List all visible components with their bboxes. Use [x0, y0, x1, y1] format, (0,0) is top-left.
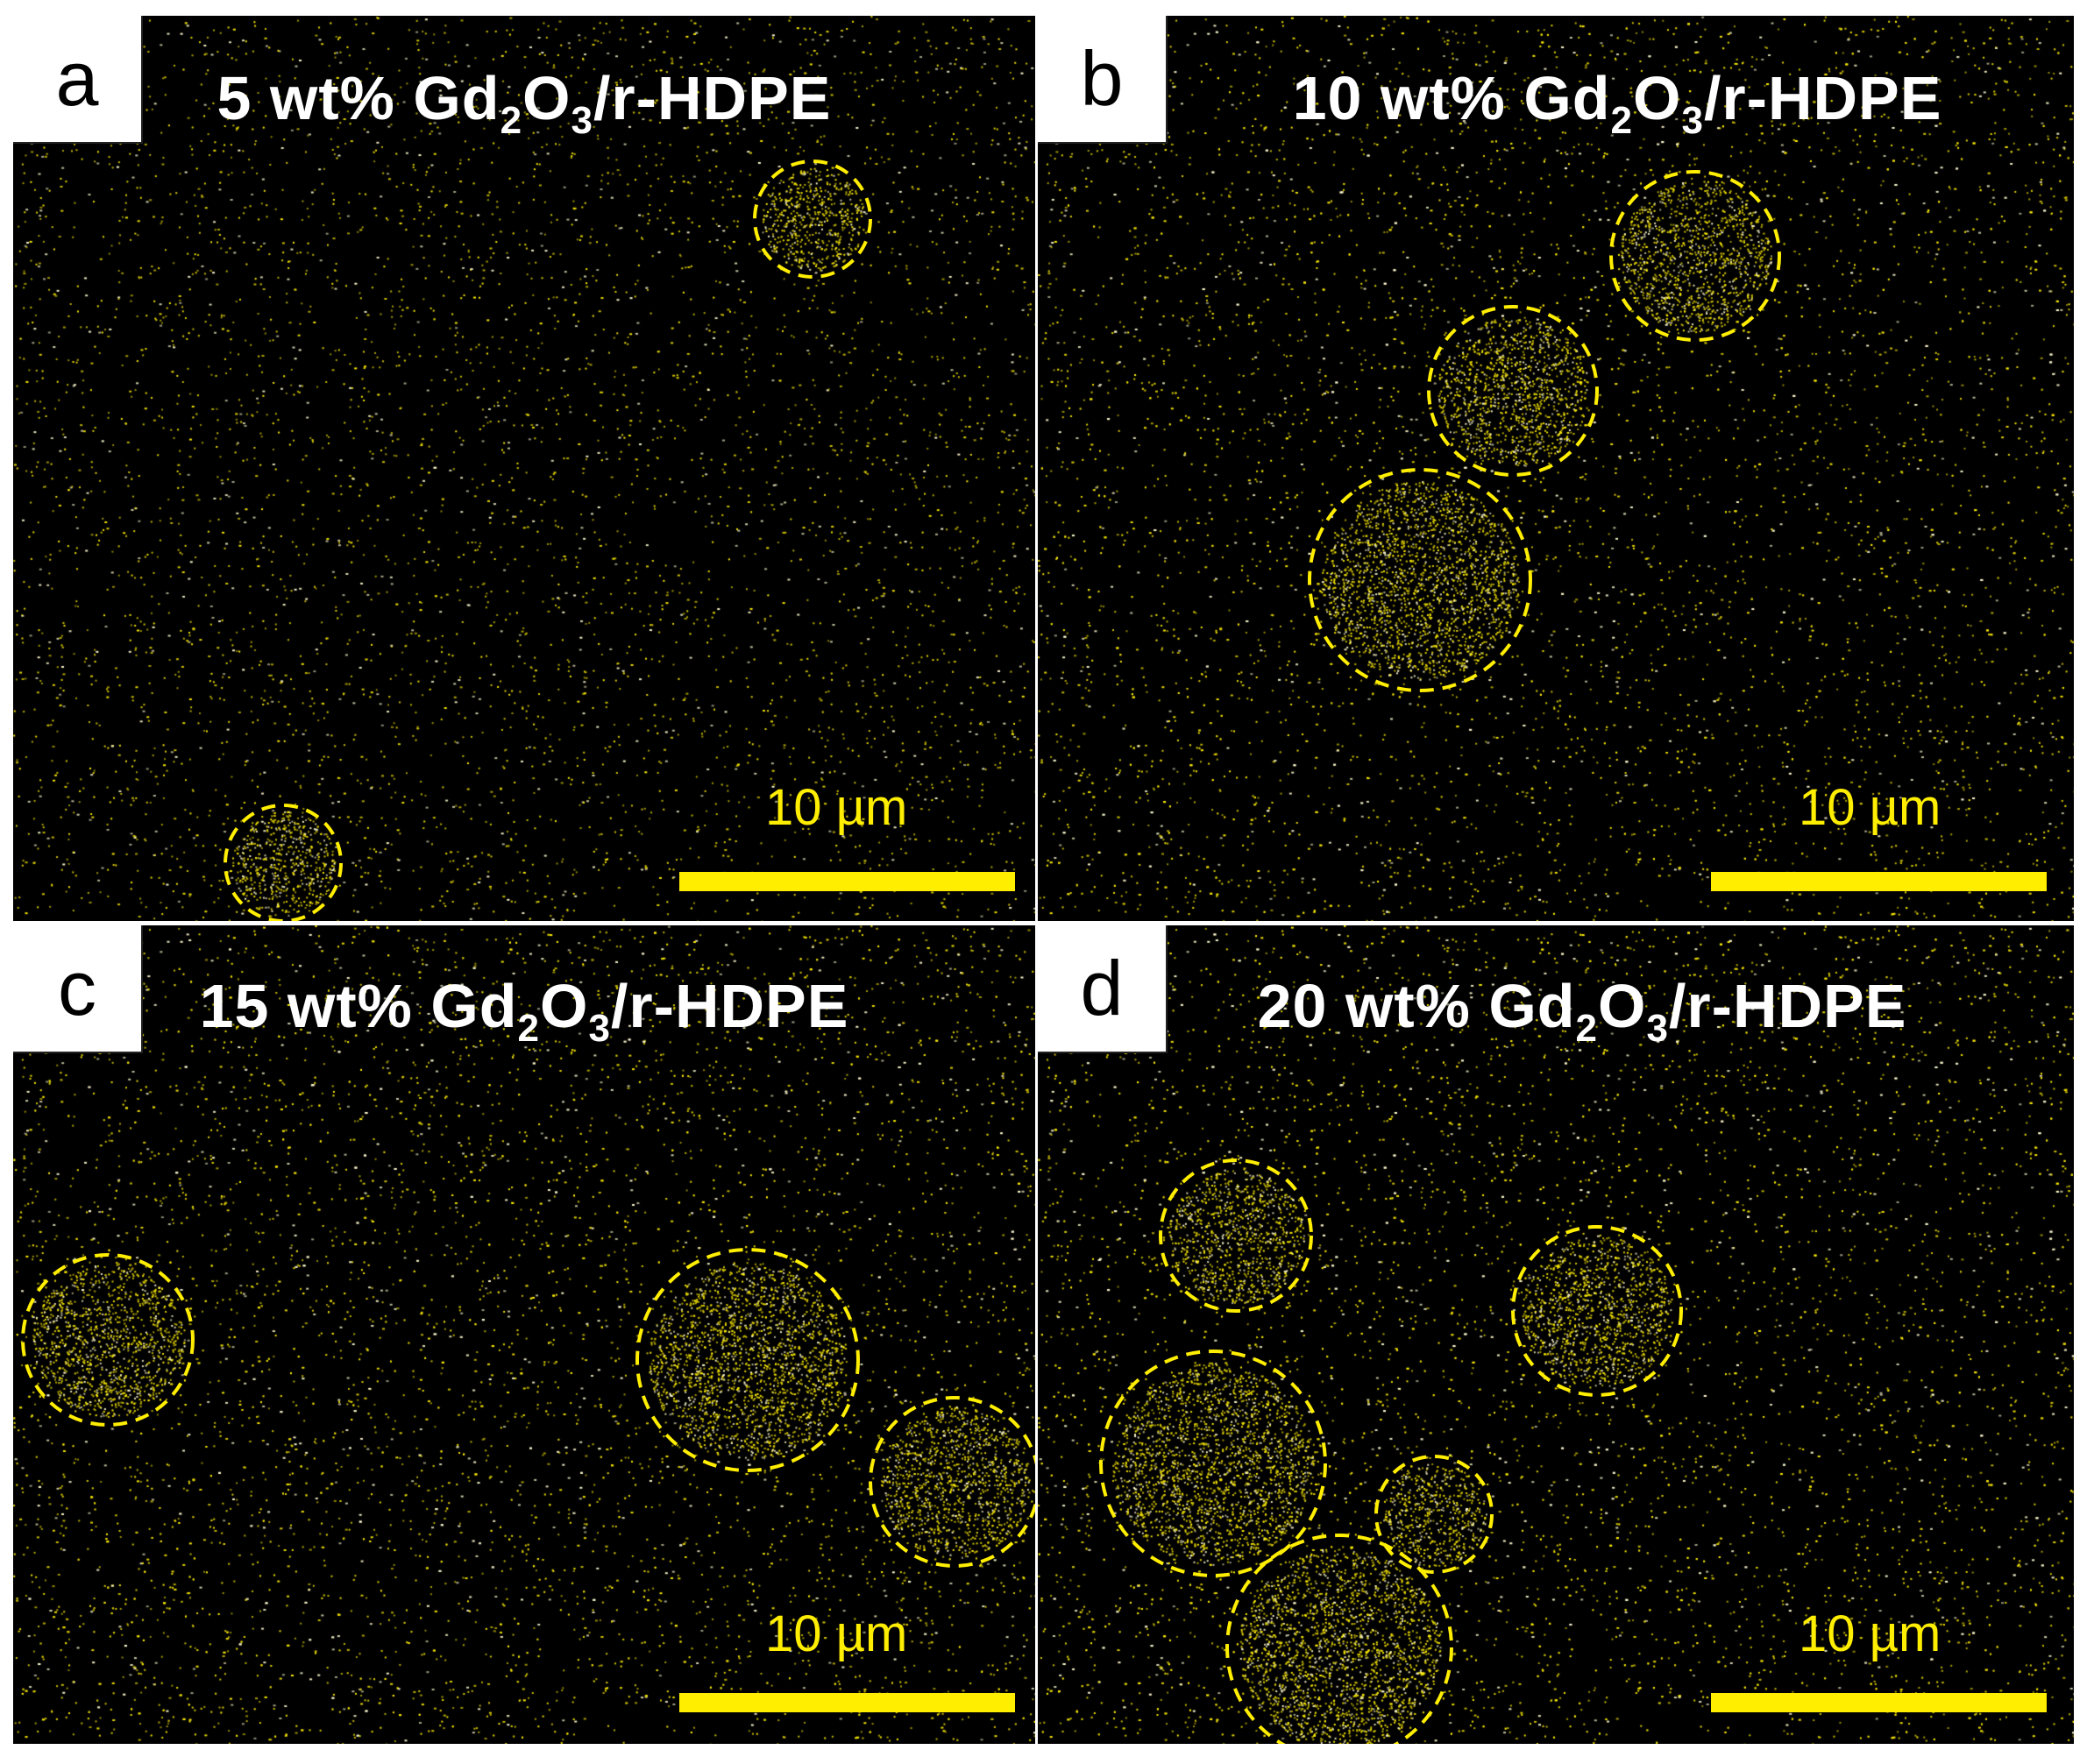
scale-bar [1711, 872, 2047, 891]
cluster-circle [1159, 1158, 1313, 1313]
panel-title: 5 wt% Gd2O3/r-HDPE [217, 64, 832, 142]
cluster-circle [1609, 170, 1781, 342]
cluster-circle [224, 804, 343, 921]
scale-bar [679, 872, 1015, 891]
cluster-circles [1099, 1158, 1683, 1744]
scale-bar [1711, 1693, 2047, 1712]
panel-title: 20 wt% Gd2O3/r-HDPE [1257, 972, 1907, 1050]
cluster-circle [1374, 1455, 1494, 1574]
panel-letter: a [13, 16, 143, 144]
panel-c: c 15 wt% Gd2O3/r-HDPE 10 µm [13, 925, 1035, 1744]
panel-letter: d [1038, 925, 1168, 1053]
scale-bar [679, 1693, 1015, 1712]
panel-letter: c [13, 925, 143, 1053]
scale-bar-label: 10 µm [765, 1605, 908, 1662]
cluster-circle [21, 1253, 195, 1427]
cluster-circles [21, 1248, 1035, 1568]
gd-element-map [1038, 16, 2074, 921]
scale-bar-label: 10 µm [765, 779, 908, 836]
cluster-circles [224, 159, 872, 921]
cluster-circle [1308, 468, 1532, 692]
scale-bar-label: 10 µm [1799, 1605, 1941, 1662]
panel-title: 10 wt% Gd2O3/r-HDPE [1292, 64, 1942, 142]
cluster-circle [753, 159, 872, 279]
panel-letter: b [1038, 16, 1168, 144]
cluster-circle [1099, 1350, 1327, 1577]
scale-bar-label: 10 µm [1799, 779, 1941, 836]
cluster-circle [1225, 1534, 1453, 1744]
cluster-circle [1511, 1225, 1683, 1397]
cluster-circle [1427, 305, 1599, 477]
panel-a: a 5 wt% Gd2O3/r-HDPE 10 µm [13, 16, 1035, 921]
cluster-circle [635, 1248, 860, 1472]
panel-title: 15 wt% Gd2O3/r-HDPE [199, 972, 849, 1050]
gd-element-map [13, 925, 1035, 1744]
gd-element-map [13, 16, 1035, 921]
gd-element-map [1038, 925, 2074, 1744]
cluster-circle [869, 1396, 1035, 1568]
cluster-circles [1308, 170, 1781, 692]
panel-b: b 10 wt% Gd2O3/r-HDPE 10 µm [1038, 16, 2074, 921]
panel-d: d 20 wt% Gd2O3/r-HDPE 10 µm [1038, 925, 2074, 1744]
